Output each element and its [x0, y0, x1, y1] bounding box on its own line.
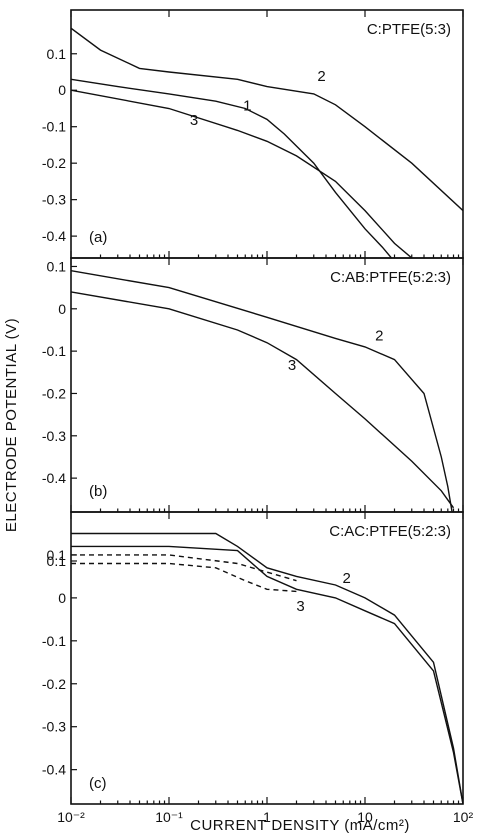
x-tick-label: 10² — [453, 809, 474, 825]
series-line-1 — [71, 78, 393, 258]
panel-title: C:AC:PTFE(5:2:3) — [329, 523, 451, 540]
y-tick-label: -0.1 — [42, 343, 66, 359]
series-line-dashed-3 — [71, 562, 297, 593]
panel-frame — [70, 257, 464, 513]
y-tick-label: 0 — [58, 301, 66, 317]
series-line-3 — [71, 89, 414, 258]
series-group — [71, 532, 463, 804]
series-group — [71, 270, 455, 512]
curve-label: 3 — [190, 112, 198, 129]
series-line-3 — [71, 291, 455, 509]
y-tick-label: -0.3 — [42, 428, 66, 444]
series-line-dashed-2 — [71, 554, 297, 582]
y-axis-label: ELECTRODE POTENTIAL (V) — [3, 318, 20, 532]
y-tick-label: -0.3 — [42, 719, 66, 735]
x-tick-label: 10 — [357, 809, 373, 825]
panels: 0.10-0.1-0.2-0.3-0.4123C:PTFE(5:3)(a)0.1… — [42, 9, 464, 805]
panel-title: C:AB:PTFE(5:2:3) — [330, 269, 451, 286]
series-line-2 — [71, 532, 463, 804]
panel-a: 0.1 0 -0.1 -0.2 -0.3 -0.4 1 2 3 C:PTFE(5:3) (a) — [42, 9, 464, 259]
x-axis-ticks: 10⁻² 10⁻¹ 1 10 10² — [57, 809, 473, 825]
y-tick-label: -0.2 — [42, 155, 66, 171]
y-tick-label: -0.1 — [42, 633, 66, 649]
y-tick-label: 0.1 — [47, 547, 67, 563]
panel-tag: (a) — [89, 229, 107, 246]
y-tick-label: -0.2 — [42, 676, 66, 692]
series-line-3 — [71, 545, 463, 804]
x-tick-label: 10⁻² — [57, 809, 85, 825]
series-line-2 — [71, 27, 463, 212]
x-tick-label: 10⁻¹ — [155, 809, 183, 825]
panel-tag: (c) — [89, 775, 107, 792]
y-tick-label: 0 — [58, 82, 66, 98]
panel-tag: (b) — [89, 483, 107, 500]
panel-frame — [70, 511, 464, 805]
curve-label: 1 — [243, 97, 251, 114]
panel-title: C:PTFE(5:3) — [367, 21, 451, 38]
curve-label: 2 — [342, 570, 350, 587]
y-tick-label: -0.4 — [42, 228, 66, 244]
y-tick-label: -0.4 — [42, 762, 66, 778]
x-axis-label: CURRENT DENSITY (mA/cm²) — [190, 817, 410, 834]
panel-frame — [70, 9, 464, 259]
y-tick-label: -0.1 — [42, 119, 66, 135]
y-tick-label: -0.3 — [42, 192, 66, 208]
panel-c: 0.1 0 -0.1 -0.2 -0.3 -0.4 0.1 2 3 C:AC:PTFE(5:2:3… — [42, 511, 464, 805]
series-line-2 — [71, 270, 453, 512]
panel-b: 0.1 0 -0.1 -0.2 -0.3 -0.4 2 3 C:AB:PTFE(5:2:3) (b… — [42, 257, 464, 513]
curve-label: 3 — [288, 357, 296, 374]
y-tick-label: 0.1 — [47, 553, 67, 569]
x-tick-label: 1 — [263, 809, 271, 825]
curve-label: 2 — [317, 68, 325, 85]
curve-label: 3 — [296, 598, 304, 615]
y-tick-label: -0.4 — [42, 470, 66, 486]
y-tick-label: 0.1 — [47, 46, 67, 62]
series-group — [71, 27, 463, 258]
y-tick-label: 0.1 — [47, 258, 67, 274]
curve-label: 2 — [375, 328, 383, 345]
y-tick-label: 0 — [58, 590, 66, 606]
y-tick-label: -0.2 — [42, 385, 66, 401]
